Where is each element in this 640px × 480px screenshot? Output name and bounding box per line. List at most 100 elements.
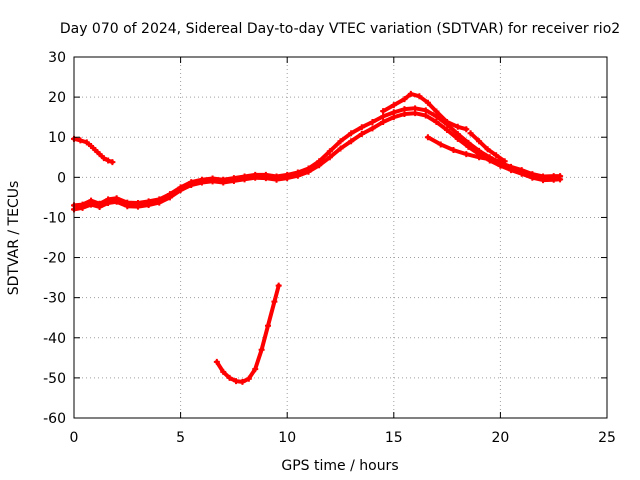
data-point <box>198 179 205 186</box>
data-point <box>220 368 227 375</box>
data-point <box>271 298 278 305</box>
data-point <box>105 200 112 207</box>
data-point <box>529 174 536 181</box>
data-point <box>380 113 387 120</box>
data-point <box>380 108 387 115</box>
y-tick-label: 0 <box>57 170 66 186</box>
data-point <box>422 107 429 114</box>
data-point <box>241 176 248 183</box>
data-point <box>252 366 259 373</box>
x-tick-label: 5 <box>176 430 185 446</box>
data-point <box>326 148 333 155</box>
data-point <box>188 181 195 188</box>
data-point <box>348 138 355 145</box>
series-layer <box>71 90 564 385</box>
data-point <box>88 201 95 208</box>
series-afternoon-peak <box>380 90 470 133</box>
data-point <box>444 118 451 125</box>
data-point <box>424 134 431 141</box>
data-point <box>245 375 252 382</box>
data-point <box>369 125 376 132</box>
data-point <box>326 154 333 161</box>
series-afternoon-branch <box>424 134 504 165</box>
data-point <box>348 130 355 137</box>
data-point <box>358 124 365 131</box>
data-point <box>390 114 397 121</box>
data-point <box>233 378 240 385</box>
data-point <box>105 157 112 164</box>
data-point <box>239 378 246 385</box>
series-main-track-lower <box>71 110 564 213</box>
data-point <box>518 170 525 177</box>
data-point <box>401 110 408 117</box>
data-point <box>484 146 491 153</box>
data-point <box>437 141 444 148</box>
x-axis-label: GPS time / hours <box>281 458 398 474</box>
data-point <box>454 135 461 142</box>
data-point <box>77 137 84 144</box>
data-point <box>444 127 451 134</box>
data-point <box>390 102 397 109</box>
data-point <box>540 177 547 184</box>
chart-title: Day 070 of 2024, Sidereal Day-to-day VTE… <box>60 21 620 37</box>
series-afternoon-branch-2 <box>467 130 508 165</box>
data-point <box>113 198 120 205</box>
data-point <box>424 99 431 106</box>
data-point <box>83 139 90 146</box>
data-point <box>265 322 272 329</box>
data-point <box>412 110 419 117</box>
data-point <box>275 282 282 289</box>
data-point <box>92 147 99 154</box>
data-point <box>284 175 291 182</box>
data-point <box>463 126 470 133</box>
data-point <box>230 177 237 184</box>
data-point <box>316 162 323 169</box>
data-point <box>88 143 95 150</box>
y-tick-label: -50 <box>43 371 66 387</box>
data-point <box>226 374 233 381</box>
x-tick-label: 15 <box>385 430 403 446</box>
y-tick-label: -20 <box>43 251 66 267</box>
data-point <box>508 167 515 174</box>
data-point <box>96 204 103 211</box>
data-point <box>213 358 220 365</box>
data-point <box>177 187 184 194</box>
data-point <box>488 156 495 163</box>
y-tick-label: -40 <box>43 331 66 347</box>
x-tick-label: 25 <box>598 430 616 446</box>
series-negative-arc <box>213 282 282 385</box>
data-point <box>134 203 141 210</box>
data-point <box>305 168 312 175</box>
data-point <box>380 118 387 125</box>
data-point <box>209 178 216 185</box>
data-point <box>252 174 259 181</box>
data-point <box>493 152 500 159</box>
data-point <box>407 90 414 97</box>
data-point <box>501 158 508 165</box>
data-point <box>467 130 474 137</box>
data-point <box>450 147 457 154</box>
data-point <box>100 155 107 162</box>
data-point <box>220 179 227 186</box>
data-point <box>79 204 86 211</box>
data-point <box>337 138 344 145</box>
y-tick-label: -10 <box>43 210 66 226</box>
data-point <box>550 176 557 183</box>
data-point <box>433 108 440 115</box>
y-tick-label: 10 <box>48 130 66 146</box>
data-point <box>124 203 131 210</box>
y-tick-label: 30 <box>48 50 66 66</box>
data-point <box>166 194 173 201</box>
y-axis-label: SDTVAR / TECUs <box>6 181 22 296</box>
y-tick-label: -60 <box>43 411 66 427</box>
y-tick-label: 20 <box>48 90 66 106</box>
y-tick-label: -30 <box>43 291 66 307</box>
data-point <box>476 154 483 161</box>
data-point <box>454 123 461 130</box>
data-point <box>156 199 163 206</box>
series-line <box>381 91 469 132</box>
data-point <box>557 176 564 183</box>
x-tick-label: 10 <box>278 430 296 446</box>
